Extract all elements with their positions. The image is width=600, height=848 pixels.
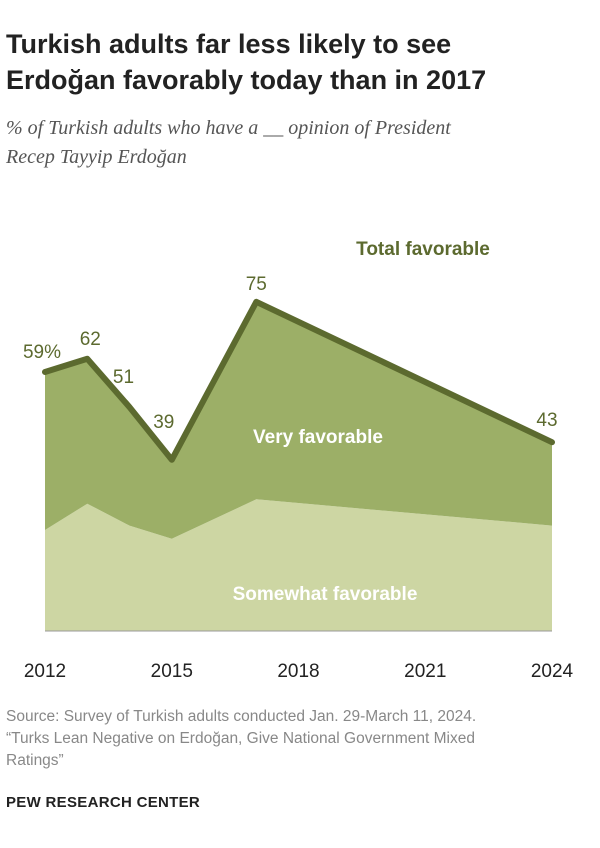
total-value-label-2024: 43 bbox=[536, 410, 557, 431]
source-line-2: “Turks Lean Negative on Erdoğan, Give Na… bbox=[6, 730, 475, 747]
x-tick-label-2021: 2021 bbox=[404, 661, 446, 682]
area-somewhat-favorable bbox=[45, 499, 552, 631]
total-value-label-2012: 59% bbox=[23, 342, 61, 363]
title-line-2: Erdoğan favorably today than in 2017 bbox=[6, 65, 487, 95]
x-axis-tick-labels: 2012 2015 2018 2021 2024 bbox=[24, 661, 574, 682]
chart-areas bbox=[45, 301, 552, 631]
total-value-labels: 59% 62 51 39 75 43 bbox=[23, 274, 558, 433]
series-label-total-favorable: Total favorable bbox=[356, 239, 490, 260]
area-very-favorable bbox=[45, 301, 552, 539]
source-line-1: Source: Survey of Turkish adults conduct… bbox=[6, 708, 477, 725]
total-value-label-2017: 75 bbox=[246, 274, 267, 295]
x-tick-label-2015: 2015 bbox=[151, 661, 193, 682]
total-value-label-2013: 62 bbox=[80, 329, 101, 350]
series-label-very-favorable: Very favorable bbox=[253, 427, 383, 448]
x-tick-label-2012: 2012 bbox=[24, 661, 66, 682]
area-chart: 59% 62 51 39 75 43 2012 2015 2018 2021 2024 Total… bbox=[23, 239, 574, 682]
subtitle-line-1: % of Turkish adults who have a __ opinio… bbox=[6, 117, 451, 139]
subtitle-line-2: Recep Tayyip Erdoğan bbox=[6, 146, 187, 168]
x-tick-label-2024: 2024 bbox=[531, 661, 574, 682]
chart-title: Turkish adults far less likely to see Er… bbox=[6, 26, 594, 98]
source-note: Source: Survey of Turkish adults conduct… bbox=[6, 706, 594, 772]
brand-logo-text: PEW RESEARCH CENTER bbox=[6, 794, 201, 811]
title-line-1: Turkish adults far less likely to see bbox=[6, 29, 452, 59]
x-tick-label-2018: 2018 bbox=[277, 661, 319, 682]
series-label-somewhat-favorable: Somewhat favorable bbox=[233, 584, 418, 605]
total-favorable-line bbox=[42, 298, 555, 463]
source-line-3: Ratings” bbox=[6, 752, 64, 769]
total-value-label-2015: 39 bbox=[153, 412, 174, 433]
total-value-label-2014: 51 bbox=[113, 367, 134, 388]
chart-subtitle: % of Turkish adults who have a __ opinio… bbox=[6, 114, 594, 172]
